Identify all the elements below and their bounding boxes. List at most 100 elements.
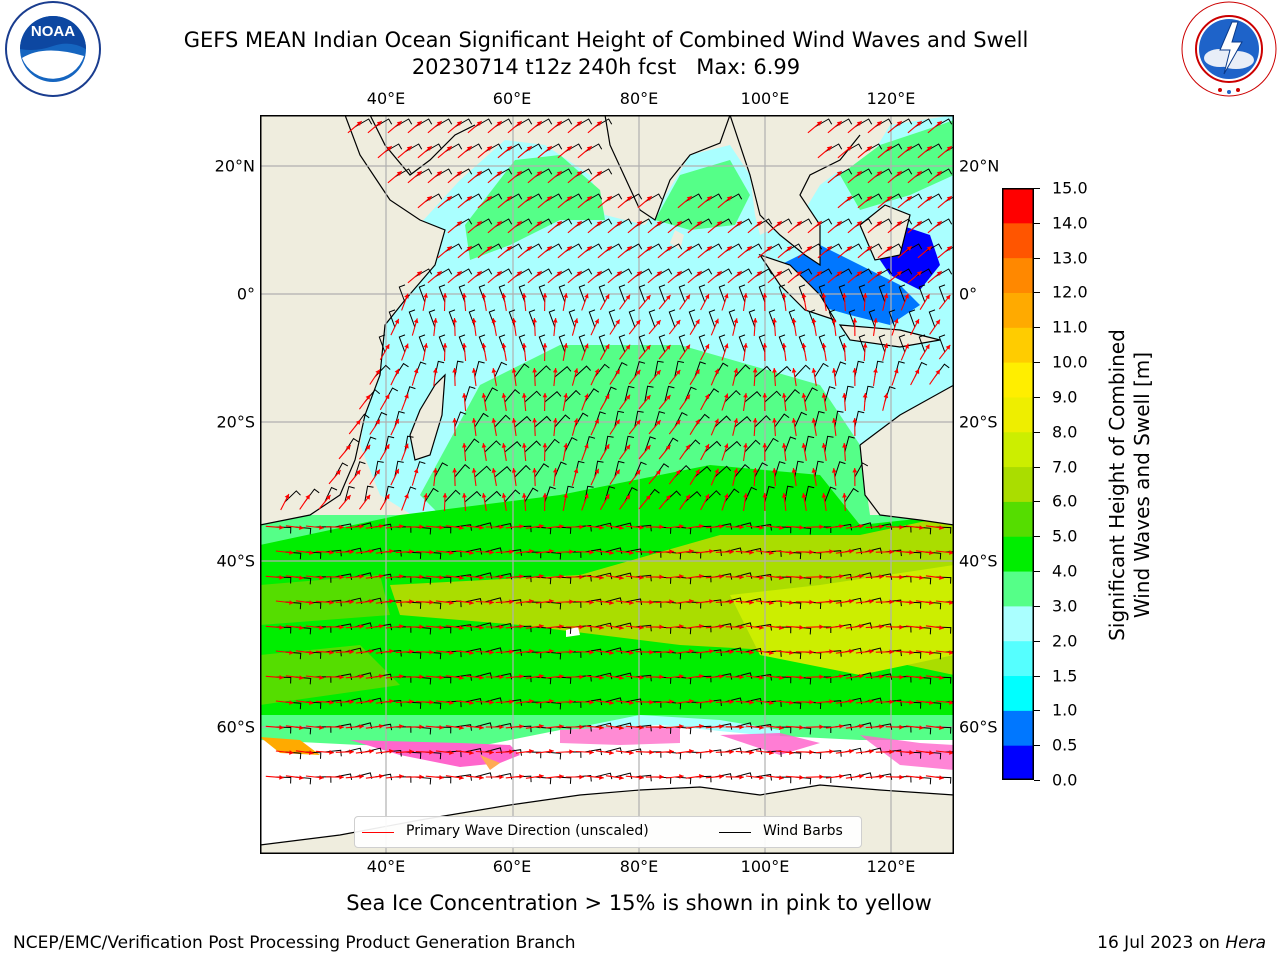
wave-direction-arrow <box>595 600 614 605</box>
wave-direction-arrow <box>527 170 543 184</box>
wave-direction-arrow <box>605 775 624 780</box>
wave-direction-arrow <box>938 294 951 310</box>
wave-direction-arrow <box>737 245 753 259</box>
wind-barb <box>644 385 654 403</box>
wave-direction-arrow <box>628 369 641 385</box>
wave-direction-arrow <box>407 120 423 134</box>
wave-direction-arrow <box>411 468 419 486</box>
wave-direction-arrow <box>679 344 691 360</box>
wave-direction-arrow <box>542 292 548 312</box>
colorbar-tick-label: 0.0 <box>1052 770 1078 790</box>
wave-direction-arrow <box>515 699 534 704</box>
wind-barb <box>444 489 461 503</box>
wave-direction-arrow <box>325 624 344 630</box>
wave-direction-arrow <box>689 369 700 385</box>
noaa-logo-text: NOAA <box>31 23 75 40</box>
wave-direction-arrow <box>665 774 684 779</box>
wave-direction-arrow <box>715 749 734 755</box>
colorbar-tick-mark <box>1034 396 1040 398</box>
wave-direction-arrows <box>265 120 954 780</box>
wave-direction-arrow <box>811 368 817 386</box>
colorbar-tick-mark <box>1034 745 1040 747</box>
wave-direction-arrow <box>465 625 484 630</box>
wind-barb <box>938 334 946 353</box>
wave-direction-arrow <box>791 368 797 386</box>
wave-direction-arrow <box>542 342 548 362</box>
wave-direction-arrow <box>432 368 438 386</box>
wind-barb <box>734 463 750 478</box>
wind-barb <box>524 390 542 403</box>
chart-subtitle: 20230714 t12z 240h fcst Max: 6.99 <box>411 55 801 79</box>
wave-direction-arrow <box>525 724 544 729</box>
wave-direction-arrow <box>638 294 651 310</box>
wind-barb <box>774 413 790 428</box>
wave-direction-arrow <box>462 292 467 312</box>
wave-direction-arrow <box>627 220 643 234</box>
wave-direction-arrow <box>865 524 884 530</box>
wave-direction-arrow <box>465 575 484 580</box>
wave-direction-arrow <box>785 525 804 530</box>
wave-direction-arrow <box>587 220 603 234</box>
wave-direction-arrow <box>305 525 324 530</box>
wave-direction-arrow <box>897 195 913 209</box>
colorbar-segment <box>1002 188 1034 224</box>
wave-direction-arrow <box>432 468 438 486</box>
wave-direction-arrow <box>845 624 864 629</box>
wave-direction-arrow <box>467 220 483 234</box>
wind-barb <box>558 284 566 303</box>
wind-barb <box>474 465 492 478</box>
wave-direction-arrow <box>325 724 344 730</box>
wave-direction-arrow <box>781 393 787 411</box>
wave-direction-arrow <box>797 245 813 259</box>
nws-logo <box>1180 0 1278 98</box>
wave-direction-arrow <box>387 120 403 134</box>
wind-barb <box>634 410 644 428</box>
lat-tick-left-20n: 20°N <box>214 156 255 176</box>
wave-direction-arrow <box>545 574 564 579</box>
wave-direction-arrow <box>445 725 464 730</box>
lon-tick-bottom-100: 100°E <box>740 857 790 876</box>
wave-direction-arrow <box>411 318 419 336</box>
wind-barb <box>734 415 752 428</box>
wave-direction-arrow <box>577 145 593 159</box>
wave-direction-arrow <box>827 170 843 184</box>
wave-direction-arrow <box>785 775 804 780</box>
wave-direction-arrow <box>495 749 514 755</box>
wave-direction-arrow <box>635 599 654 605</box>
lat-tick-left-20s: 20°S <box>216 412 255 432</box>
wind-barb <box>738 284 746 303</box>
wave-direction-arrow <box>725 724 744 730</box>
wave-direction-arrow <box>585 725 604 730</box>
colorbar-tick-mark <box>1034 536 1040 538</box>
wave-direction-arrow <box>425 775 444 780</box>
wave-direction-arrow <box>427 120 443 134</box>
wave-direction-arrow <box>562 293 568 311</box>
wave-direction-arrow <box>927 220 943 234</box>
wave-direction-arrow <box>335 699 354 705</box>
wave-direction-arrow <box>491 468 497 486</box>
wave-direction-arrow <box>725 774 744 780</box>
wave-direction-arrow <box>700 493 710 511</box>
wave-direction-arrow <box>511 318 517 336</box>
wave-direction-arrow <box>705 624 724 629</box>
colorbar-tick-label: 7.0 <box>1052 457 1078 477</box>
wave-direction-arrow <box>835 749 854 754</box>
wave-direction-arrow <box>422 493 428 511</box>
wave-direction-arrow <box>525 574 544 579</box>
wave-direction-arrow <box>315 699 334 705</box>
wave-direction-arrow <box>471 318 477 336</box>
wave-direction-arrow <box>745 675 764 680</box>
wind-barb <box>514 464 531 478</box>
wave-direction-arrow <box>685 524 704 529</box>
wave-direction-arrow <box>545 724 564 729</box>
wave-direction-arrow <box>907 170 923 184</box>
wave-direction-arrow <box>842 342 847 362</box>
wave-direction-arrow <box>619 294 631 310</box>
wave-direction-arrow <box>487 220 503 234</box>
wind-barb <box>724 389 741 403</box>
wave-direction-arrow <box>700 443 710 461</box>
wave-direction-arrow <box>547 170 563 184</box>
wave-direction-arrow <box>575 699 594 705</box>
wave-direction-arrow <box>705 674 724 679</box>
wave-direction-arrow <box>275 600 294 605</box>
